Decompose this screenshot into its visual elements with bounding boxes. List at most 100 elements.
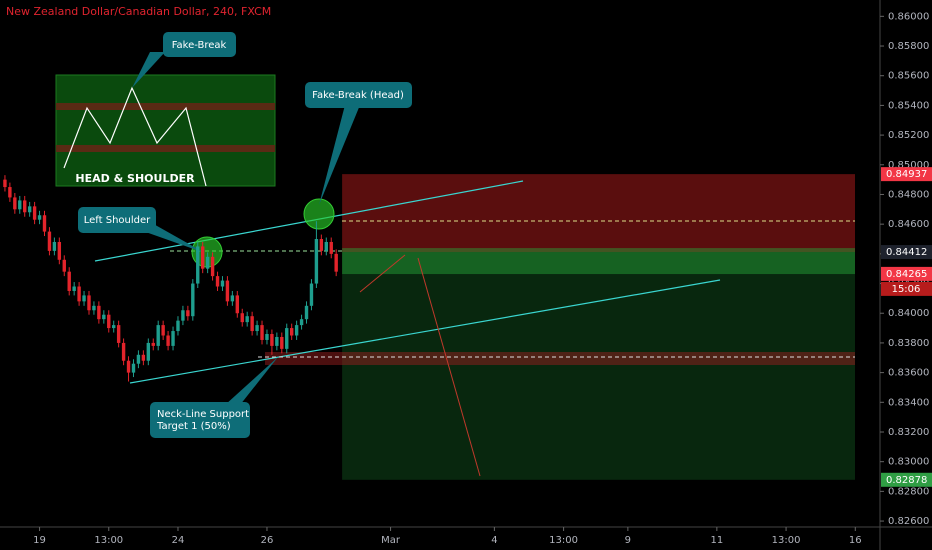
y-tick-label: 0.86000 bbox=[888, 11, 929, 22]
candle-body bbox=[200, 246, 205, 269]
projection-arrow bbox=[417, 257, 481, 477]
x-tick-label: 11 bbox=[710, 535, 723, 546]
entry-zone bbox=[342, 248, 855, 275]
candle-body bbox=[112, 325, 116, 329]
candle-body bbox=[215, 276, 220, 287]
callout bbox=[78, 207, 156, 233]
price-badge bbox=[881, 266, 932, 281]
candle-body bbox=[319, 239, 324, 251]
candle-body bbox=[329, 241, 333, 254]
candle-body bbox=[116, 325, 121, 343]
callout-pointer bbox=[132, 52, 165, 88]
candle-body bbox=[141, 354, 146, 361]
candle-body bbox=[151, 342, 155, 346]
candle-body bbox=[314, 239, 319, 284]
candle-body bbox=[299, 319, 304, 326]
x-tick-label: 26 bbox=[261, 535, 274, 546]
candle-body bbox=[324, 241, 328, 251]
y-tick-label: 0.84800 bbox=[888, 189, 929, 200]
x-tick-label: 16 bbox=[849, 535, 862, 546]
candle-body bbox=[8, 187, 12, 198]
x-tick-label: 19 bbox=[33, 535, 46, 546]
candle-body bbox=[92, 305, 96, 311]
candle-body bbox=[220, 280, 225, 287]
candle-body bbox=[102, 314, 106, 320]
candle-body bbox=[57, 241, 62, 260]
price-badge-label: 0.82878 bbox=[886, 475, 927, 486]
callout-pointer bbox=[319, 105, 360, 205]
candle-body bbox=[72, 286, 76, 291]
y-tick-label: 0.83000 bbox=[888, 457, 929, 468]
projection-arrow bbox=[359, 254, 406, 293]
x-tick-label: 9 bbox=[625, 535, 631, 546]
candle-body bbox=[196, 246, 200, 284]
candle-body bbox=[289, 328, 294, 336]
x-tick-label: 13:00 bbox=[772, 535, 801, 546]
candle-body bbox=[62, 259, 66, 272]
y-tick-label: 0.83400 bbox=[888, 397, 929, 408]
candle-body bbox=[47, 231, 52, 251]
candle-body bbox=[171, 331, 175, 346]
candle-body bbox=[210, 256, 215, 277]
candle-body bbox=[77, 286, 81, 302]
candle-body bbox=[294, 325, 299, 336]
candle-body bbox=[97, 305, 101, 320]
candle-body bbox=[309, 283, 314, 306]
callout-text: Target 1 (50%) bbox=[156, 421, 231, 432]
price-badge bbox=[881, 245, 932, 260]
callout-text: Neck-Line Support bbox=[157, 409, 249, 420]
price-badge-label: 0.84937 bbox=[886, 169, 927, 180]
candle-body bbox=[240, 313, 244, 323]
candle-body bbox=[52, 241, 57, 251]
candle-body bbox=[18, 200, 22, 210]
candle-body bbox=[146, 342, 151, 361]
candle-body bbox=[37, 215, 42, 220]
candle-body bbox=[107, 314, 111, 329]
x-tick-label: Mar bbox=[381, 535, 401, 546]
x-tick-label: 13:00 bbox=[549, 535, 578, 546]
price-badge bbox=[881, 167, 932, 182]
x-tick-label: 13:00 bbox=[94, 535, 123, 546]
candle-body bbox=[161, 325, 165, 336]
candle-body bbox=[82, 295, 86, 302]
y-tick-label: 0.83200 bbox=[888, 427, 929, 438]
candle-body bbox=[250, 316, 254, 332]
candle-body bbox=[3, 179, 7, 188]
candle-body bbox=[275, 336, 279, 346]
candle-body bbox=[42, 215, 47, 232]
candle-body bbox=[166, 335, 170, 346]
callout-pointer bbox=[140, 222, 205, 253]
candle-body bbox=[265, 334, 269, 340]
candle-body bbox=[334, 253, 338, 272]
candle-body bbox=[126, 360, 131, 373]
candle-body bbox=[181, 310, 185, 321]
highlight-circle bbox=[303, 198, 335, 230]
callout-text: Fake-Break bbox=[172, 40, 227, 51]
callout-text: Fake-Break (Head) bbox=[312, 90, 404, 101]
pattern-band bbox=[56, 103, 275, 110]
y-tick-label: 0.84600 bbox=[888, 219, 929, 230]
callout-text: Left Shoulder bbox=[84, 215, 151, 226]
callout bbox=[305, 82, 412, 108]
countdown-badge bbox=[881, 281, 932, 296]
y-tick-label: 0.85800 bbox=[888, 41, 929, 52]
x-tick-label: 4 bbox=[491, 535, 497, 546]
pattern-label: HEAD & SHOULDER bbox=[75, 172, 195, 185]
candle-body bbox=[176, 320, 180, 332]
y-tick-label: 0.85600 bbox=[888, 71, 929, 82]
candle-body bbox=[121, 342, 126, 361]
candle-body bbox=[304, 305, 309, 320]
candle-body bbox=[67, 271, 71, 291]
candle-body bbox=[136, 354, 141, 364]
y-tick-label: 0.85200 bbox=[888, 130, 929, 141]
candle-body bbox=[245, 316, 249, 323]
candle-body bbox=[270, 334, 274, 346]
y-tick-label: 0.85000 bbox=[888, 160, 929, 171]
callout bbox=[163, 32, 236, 57]
pattern-box bbox=[55, 74, 276, 187]
candle-body bbox=[23, 200, 27, 213]
candle-body bbox=[32, 206, 37, 220]
candle-body bbox=[13, 197, 17, 210]
target-zone bbox=[342, 252, 855, 480]
